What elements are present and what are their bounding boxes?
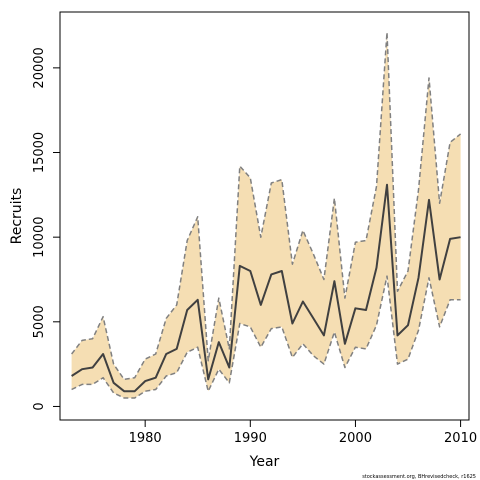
confidence-band-layer	[71, 32, 461, 399]
y-tick-label: 10000	[32, 217, 47, 258]
x-tick-label: 2010	[444, 431, 477, 446]
x-tick-label: 2000	[339, 431, 372, 446]
x-axis-title: Year	[249, 454, 280, 470]
y-tick-label: 15000	[32, 132, 47, 173]
y-tick-label: 5000	[32, 305, 47, 338]
x-tick-label: 1980	[129, 431, 162, 446]
estimate-line	[71, 183, 461, 393]
confidence-band	[71, 32, 461, 399]
series-line-layer	[71, 31, 462, 399]
x-axis: 1980 1990 2000 2010	[129, 420, 477, 446]
y-axis: 0 5000 10000 15000 20000	[32, 47, 60, 411]
y-axis-title: Recruits	[9, 188, 25, 245]
lower-bound-line	[71, 275, 461, 399]
footnote: stockassessment.org, BHrevisedcheck, r16…	[362, 474, 476, 480]
y-tick-label: 0	[32, 402, 47, 410]
y-tick-label: 20000	[32, 47, 47, 88]
plot-frame	[59, 11, 470, 421]
x-tick-label: 1990	[234, 431, 267, 446]
